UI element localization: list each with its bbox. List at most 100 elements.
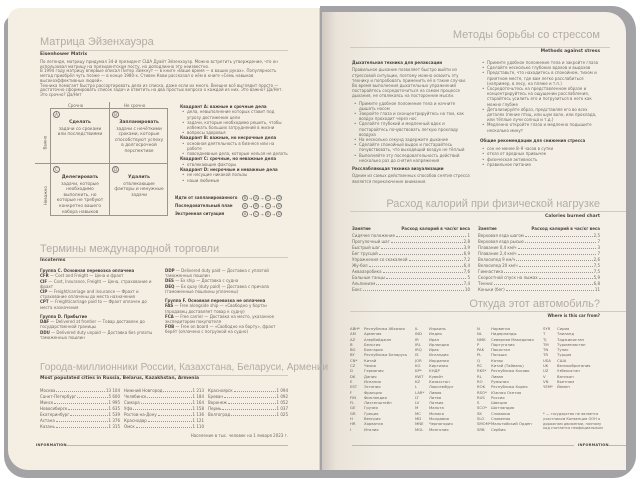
country-name: Китай (Тайвань) xyxy=(491,363,524,369)
country-code: IND xyxy=(415,331,422,337)
country-code: F xyxy=(350,389,353,395)
cars-subtitle: Where is this car from? xyxy=(547,313,600,318)
car-code-row: NL Нидерланды xyxy=(477,331,534,336)
calorie-row: Скоростной спуск на лыжах 5,9 xyxy=(478,275,600,281)
city-row-label: Самара xyxy=(124,400,140,405)
matrix-tick xyxy=(109,102,110,108)
matrix-cell-text: задачи с нечёткими сроками, которые спос… xyxy=(114,126,164,154)
car-code-row: BG Болгария xyxy=(350,347,407,352)
calorie-row-label: Коньки (бег) xyxy=(478,287,505,293)
car-code-row: SRB Сербия xyxy=(477,427,534,432)
row-important-label: Важно xyxy=(42,135,48,150)
cars-note: * — государство не является участником К… xyxy=(543,412,603,431)
country-name: Кувейт xyxy=(429,373,444,379)
divider xyxy=(40,375,288,376)
city-row: Екатеринбург 1 539 xyxy=(40,412,120,418)
list-item: задачи, которые необходимо решить, чтобы… xyxy=(180,120,288,130)
eisenhower-title: Матрица Эйзенхауэра xyxy=(40,36,154,48)
car-code-row: S Швеция xyxy=(477,400,534,405)
country-name: Грузия xyxy=(364,405,378,411)
city-row: Уфа 1 158 xyxy=(124,406,204,412)
calorie-row-label: Сидячее положение xyxy=(352,233,395,239)
cities-note: Население в тыс. человек на 1 января 202… xyxy=(190,432,288,438)
quadrant-letter-badge: C xyxy=(53,166,60,173)
header-value: Расход калорий в час/кг веса xyxy=(531,226,600,231)
country-code: BG xyxy=(350,347,356,353)
divider xyxy=(40,50,288,51)
calorie-row-value: 7,6 xyxy=(463,269,470,275)
city-row-label: Воронеж xyxy=(208,400,227,405)
incoterms-code: DEQ xyxy=(165,283,175,289)
calorie-row: Бокс 10 xyxy=(352,287,470,293)
car-code-row: NMK Северная Македония xyxy=(477,337,534,342)
calorie-row-value: 2,8 xyxy=(463,239,470,245)
city-row-label: Пермь xyxy=(208,406,222,411)
cars-column: IL Израиль IND Индия IR Иран IRL Ирландия IRQ Ира… xyxy=(415,326,454,432)
incoterms-entry: CFR — Cost and Freight — Цена и фрахт xyxy=(40,273,158,278)
incoterms-description: — Delivered duty paid — Доставка с уплат… xyxy=(165,268,269,279)
step-badge: A xyxy=(242,211,248,217)
country-name: Армения xyxy=(364,331,382,337)
calorie-row: Велосипед 20 км/ч 7,5 xyxy=(478,263,600,269)
country-code: FL xyxy=(350,400,355,406)
country-code: KWT xyxy=(415,373,424,379)
city-row-label: Омск xyxy=(124,424,135,429)
footer-line xyxy=(66,445,288,447)
country-code: SYR xyxy=(543,326,551,331)
matrix-cell-title: Сделать xyxy=(69,120,91,125)
matrix-cell-title: Делегировать xyxy=(61,175,99,180)
dot-leader xyxy=(133,406,192,410)
city-row-value: 1 376 xyxy=(108,418,120,423)
intro-paragraph: Техника помогает быстро рассортировать д… xyxy=(40,82,283,97)
sequence-row: Экстренная ситуация A → C → B → D xyxy=(175,211,290,217)
dot-leader xyxy=(157,412,192,416)
incoterms-entry: CPT — Freight/carriage paid to — Фрахт о… xyxy=(40,299,158,309)
country-name: Португалия xyxy=(491,341,515,347)
city-row: Волгоград 1 025 xyxy=(208,412,288,418)
dot-leader xyxy=(395,233,467,238)
calorie-row-value: 5,9 xyxy=(593,275,600,281)
dot-leader xyxy=(517,251,597,256)
car-code-row: F Франция xyxy=(350,390,407,395)
country-name: Италия xyxy=(364,426,379,432)
step-badge: A xyxy=(242,203,248,209)
city-row-label: Нижний Новгород xyxy=(124,388,163,393)
incoterms-group-title: Группа D. Прибытие xyxy=(40,313,88,319)
incoterms-entry: CIP — Freight/carriage and insurance — Ф… xyxy=(40,289,158,299)
city-row-value: 5 600 xyxy=(108,394,120,399)
country-name: Пакистан xyxy=(491,347,511,353)
country-code: ROK xyxy=(477,384,486,390)
step-badge: B xyxy=(264,211,271,217)
incoterms-code: CIP xyxy=(40,289,48,295)
country-code: SRB xyxy=(477,426,485,432)
country-name: Польша xyxy=(491,352,507,358)
calorie-row-label: Верховая езда рысью xyxy=(478,239,524,245)
city-row-value: 1 092 xyxy=(276,394,288,399)
country-code: MD xyxy=(415,416,422,422)
country-code: JOR xyxy=(415,357,422,363)
calorie-row-value: 2,5 xyxy=(593,233,600,239)
city-row-label: Волгоград xyxy=(208,412,231,417)
country-code: NMK xyxy=(477,336,486,342)
list-item: правильное питание xyxy=(480,162,600,167)
list-item: отвлекающие факторы xyxy=(180,162,288,167)
calorie-row: Сидячее положение 1 xyxy=(352,233,470,239)
car-code-row: I Италия xyxy=(350,427,407,432)
country-name: Северная Македония xyxy=(491,336,534,342)
dot-leader xyxy=(135,424,192,428)
country-code: SK xyxy=(477,410,482,416)
breathing-steps: Примите удобное положение тела и начните… xyxy=(352,101,470,163)
dot-leader xyxy=(516,257,593,262)
calorie-row-value: 3,9 xyxy=(463,245,470,251)
car-code-row: HR Хорватия xyxy=(350,421,407,426)
list-item: повседневные дела, которые нельзя не дел… xyxy=(180,151,288,156)
country-name: Венгрия xyxy=(364,416,381,422)
calorie-row: Плавание 2,4 км/ч 7 xyxy=(478,251,600,257)
calorie-row-value: 11 xyxy=(594,287,600,293)
step-badge: C xyxy=(264,203,271,209)
dot-leader xyxy=(77,394,108,398)
country-name: Израиль xyxy=(429,326,446,331)
city-row: Минск 1 995 xyxy=(40,400,120,406)
step-badge: D xyxy=(276,211,283,217)
country-name: Иордания xyxy=(429,357,449,363)
